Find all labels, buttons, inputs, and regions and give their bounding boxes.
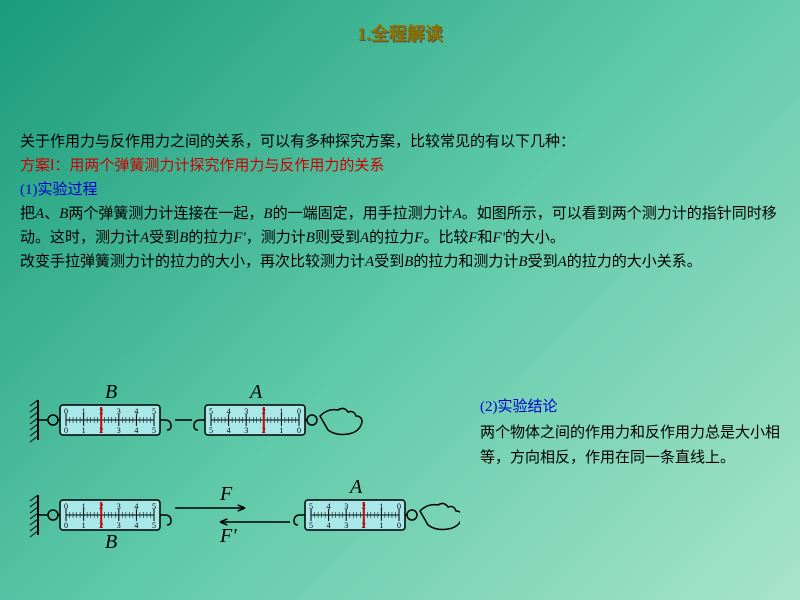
svg-text:5: 5 [152,426,156,435]
svg-text:4: 4 [134,521,138,530]
svg-text:3: 3 [344,521,348,530]
paragraph-2: 改变手拉弹簧测力计的拉力的大小，再次比较测力计A受到B的拉力和测力计B受到A的拉… [20,250,780,274]
svg-text:3: 3 [117,407,121,416]
svg-text:3: 3 [344,502,348,511]
svg-text:1: 1 [82,521,86,530]
svg-text:5: 5 [152,407,156,416]
svg-text:4: 4 [227,426,231,435]
svg-text:4: 4 [134,426,138,435]
scheme-label: 方案Ⅰ：用两个弹簧测力计探究作用力与反作用力的关系 [20,154,780,178]
svg-text:3: 3 [117,502,121,511]
svg-text:4: 4 [327,502,331,511]
svg-text:1: 1 [379,502,383,511]
svg-text:1: 1 [82,502,86,511]
svg-text:3: 3 [244,426,248,435]
svg-text:5: 5 [209,407,213,416]
svg-text:4: 4 [134,407,138,416]
svg-text:A: A [348,476,363,498]
svg-text:3: 3 [117,521,121,530]
svg-text:F: F [219,483,233,505]
svg-text:3: 3 [244,407,248,416]
svg-text:0: 0 [64,502,68,511]
conclusion-block: (2)实验结论 两个物体之间的作用力和反作用力总是大小相等，方向相反，作用在同一… [480,395,780,472]
page-title: 1.全程解读 [0,0,800,46]
dynamometer-diagram: 001122334455001122334455BA00112233445500… [20,380,460,580]
diagram-area: 001122334455001122334455BA00112233445500… [20,380,460,580]
svg-text:3: 3 [117,426,121,435]
svg-text:0: 0 [297,407,301,416]
svg-text:0: 0 [64,521,68,530]
svg-text:5: 5 [152,502,156,511]
svg-text:4: 4 [227,407,231,416]
svg-text:0: 0 [64,407,68,416]
svg-text:0: 0 [297,426,301,435]
svg-text:1: 1 [82,426,86,435]
svg-text:5: 5 [209,426,213,435]
svg-text:1: 1 [82,407,86,416]
section2-label: (2)实验结论 [480,395,780,421]
svg-text:5: 5 [309,502,313,511]
svg-text:1: 1 [279,407,283,416]
svg-text:0: 0 [397,502,401,511]
svg-text:5: 5 [152,521,156,530]
svg-text:B: B [105,381,117,403]
svg-text:0: 0 [397,521,401,530]
svg-text:5: 5 [309,521,313,530]
content-body: 关于作用力与反作用力之间的关系，可以有多种探究方案，比较常见的有以下几种： 方案… [20,130,780,274]
svg-text:B: B [105,531,117,553]
svg-text:1: 1 [279,426,283,435]
svg-text:4: 4 [134,502,138,511]
section1-label: (1)实验过程 [20,178,780,202]
svg-text:F': F' [219,525,237,547]
svg-text:0: 0 [64,426,68,435]
svg-text:1: 1 [379,521,383,530]
svg-text:A: A [248,381,263,403]
intro-text: 关于作用力与反作用力之间的关系，可以有多种探究方案，比较常见的有以下几种： [20,130,780,154]
paragraph-1: 把A、B两个弹簧测力计连接在一起，B的一端固定，用手拉测力计A。如图所示，可以看… [20,202,780,250]
svg-text:4: 4 [327,521,331,530]
conclusion-text: 两个物体之间的作用力和反作用力总是大小相等，方向相反，作用在同一条直线上。 [480,421,780,472]
